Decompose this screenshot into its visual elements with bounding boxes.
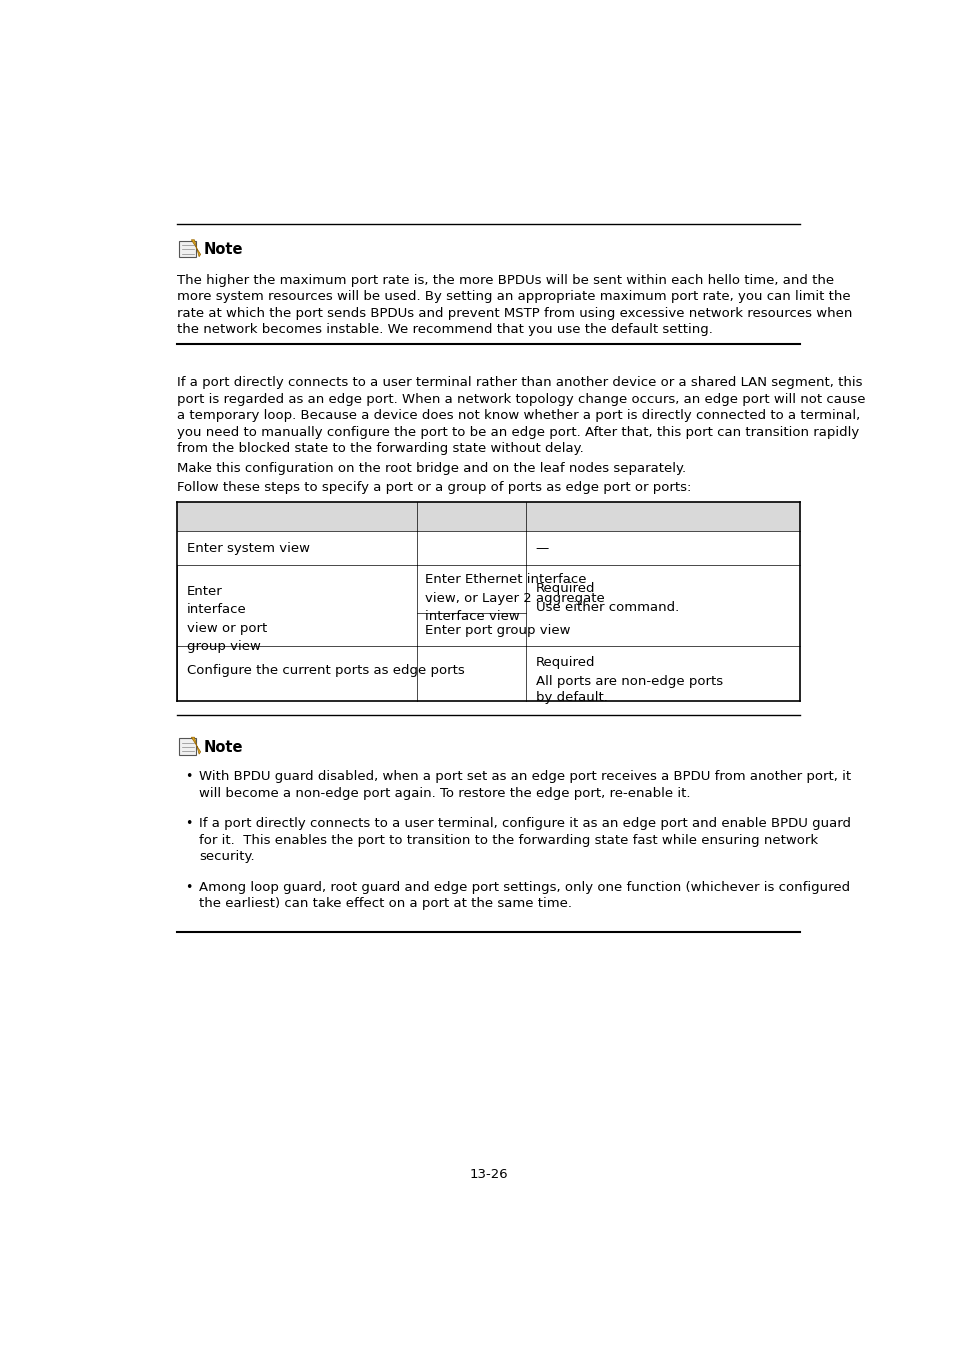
Text: port is regarded as an edge port. When a network topology change occurs, an edge: port is regarded as an edge port. When a… [177,393,865,405]
Text: Enter system view: Enter system view [187,541,310,555]
Text: Note: Note [204,740,243,755]
Text: All ports are non-edge ports: All ports are non-edge ports [535,675,722,687]
Text: Among loop guard, root guard and edge port settings, only one function (whicheve: Among loop guard, root guard and edge po… [199,880,849,894]
Text: security.: security. [199,850,254,864]
Text: a temporary loop. Because a device does not know whether a port is directly conn: a temporary loop. Because a device does … [177,409,860,423]
Polygon shape [192,737,200,755]
Text: —: — [535,541,548,555]
Text: If a port directly connects to a user terminal rather than another device or a s: If a port directly connects to a user te… [177,377,862,389]
Text: Required: Required [535,656,595,670]
Text: Use either command.: Use either command. [535,601,679,614]
Text: by default.: by default. [535,691,607,705]
Text: With BPDU guard disabled, when a port set as an edge port receives a BPDU from a: With BPDU guard disabled, when a port se… [199,771,850,783]
Text: Configure the current ports as edge ports: Configure the current ports as edge port… [187,664,464,678]
Polygon shape [192,240,200,256]
Text: will become a non-edge port again. To restore the edge port, re-enable it.: will become a non-edge port again. To re… [199,787,690,799]
FancyBboxPatch shape [179,738,195,755]
Text: The higher the maximum port rate is, the more BPDUs will be sent within each hel: The higher the maximum port rate is, the… [177,274,834,286]
Text: •: • [185,817,193,830]
Text: Follow these steps to specify a port or a group of ports as edge port or ports:: Follow these steps to specify a port or … [177,481,691,494]
Text: •: • [185,771,193,783]
Text: from the blocked state to the forwarding state without delay.: from the blocked state to the forwarding… [177,443,583,455]
Text: Enter
interface
view or port
group view: Enter interface view or port group view [187,585,267,653]
FancyBboxPatch shape [177,502,800,531]
Text: you need to manually configure the port to be an edge port. After that, this por: you need to manually configure the port … [177,425,859,439]
Text: Enter port group view: Enter port group view [425,624,570,637]
Text: the network becomes instable. We recommend that you use the default setting.: the network becomes instable. We recomme… [177,323,713,336]
Text: Enter Ethernet interface
view, or Layer 2 aggregate
interface view: Enter Ethernet interface view, or Layer … [425,574,604,624]
Text: Make this configuration on the root bridge and on the leaf nodes separately.: Make this configuration on the root brid… [177,462,686,475]
Text: the earliest) can take effect on a port at the same time.: the earliest) can take effect on a port … [199,898,572,910]
Text: 13-26: 13-26 [469,1168,508,1181]
Text: •: • [185,880,193,894]
Text: rate at which the port sends BPDUs and prevent MSTP from using excessive network: rate at which the port sends BPDUs and p… [177,306,852,320]
Text: Note: Note [204,242,243,256]
Text: If a port directly connects to a user terminal, configure it as an edge port and: If a port directly connects to a user te… [199,817,850,830]
Text: for it.  This enables the port to transition to the forwarding state fast while : for it. This enables the port to transit… [199,834,818,846]
Text: Required: Required [535,582,595,595]
FancyBboxPatch shape [179,240,195,258]
Text: more system resources will be used. By setting an appropriate maximum port rate,: more system resources will be used. By s… [177,290,850,304]
